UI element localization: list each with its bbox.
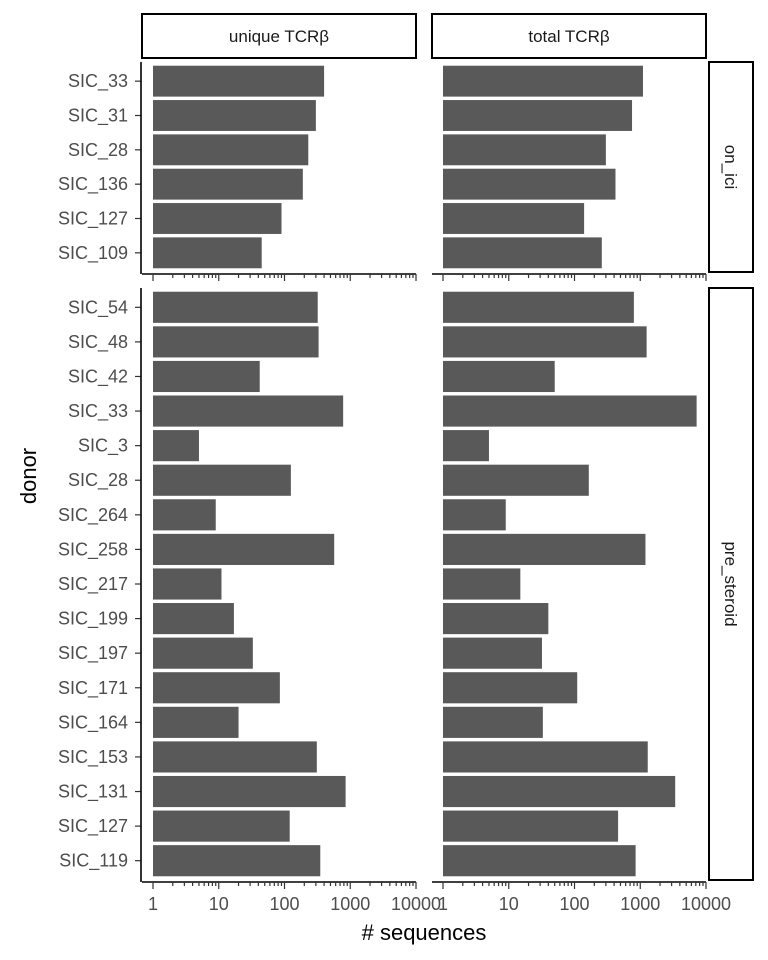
bar <box>153 203 282 234</box>
x-tick-label: 10000 <box>391 894 441 914</box>
y-axis-title: donor <box>16 448 41 504</box>
bar <box>153 845 321 877</box>
bar <box>443 810 619 842</box>
y-tick-label: SIC_109 <box>58 243 128 264</box>
bar <box>153 360 260 393</box>
bar <box>153 533 335 565</box>
bar <box>153 810 290 842</box>
y-tick-label: SIC_42 <box>68 366 128 387</box>
bar <box>443 237 602 269</box>
bar <box>153 100 316 131</box>
x-tick-label: 10000 <box>681 894 731 914</box>
bars <box>153 65 697 877</box>
y-tick-label: SIC_119 <box>59 851 128 872</box>
y-tick-label: SIC_264 <box>58 505 128 526</box>
bar <box>443 291 634 323</box>
bar <box>153 775 346 808</box>
x-tick-label: 10 <box>499 894 519 914</box>
y-tick-label: SIC_171 <box>58 678 128 699</box>
bar <box>443 360 555 393</box>
y-tick-label: SIC_164 <box>58 712 128 733</box>
row-strip-box <box>708 287 754 881</box>
y-tick-label: SIC_258 <box>58 539 128 560</box>
y-tick-label: SIC_153 <box>58 747 128 768</box>
bar <box>443 326 647 358</box>
column-strip-box <box>431 13 707 59</box>
row-strip-box <box>708 61 754 273</box>
bar <box>443 65 643 97</box>
y-tick-label: SIC_33 <box>68 71 128 92</box>
bar <box>153 637 253 669</box>
bar <box>153 395 344 427</box>
y-tick-label: SIC_197 <box>58 643 128 664</box>
y-tick-label: SIC_48 <box>68 332 128 353</box>
bar <box>443 134 606 166</box>
y-tick-label: SIC_28 <box>68 140 128 161</box>
column-strip-label: unique TCRβ <box>229 27 329 46</box>
bar <box>443 845 636 877</box>
bar <box>153 464 291 496</box>
x-tick-label: 100 <box>269 894 299 914</box>
bar <box>153 168 303 200</box>
bar <box>443 464 589 496</box>
x-tick-label: 10 <box>209 894 229 914</box>
bar <box>443 775 676 808</box>
bar <box>153 430 199 462</box>
y-tick-label: SIC_217 <box>58 574 128 595</box>
bar <box>153 741 317 773</box>
bar <box>443 637 542 669</box>
x-tick-label: 1000 <box>330 894 370 914</box>
bar <box>443 499 506 531</box>
y-tick-label: SIC_131 <box>58 782 128 803</box>
y-tick-label: SIC_199 <box>58 609 128 630</box>
bar <box>153 568 222 600</box>
y-tick-label: SIC_136 <box>58 174 128 195</box>
y-tick-label: SIC_54 <box>68 297 128 318</box>
y-tick-label: SIC_31 <box>68 106 128 127</box>
bar <box>153 65 325 97</box>
axes <box>135 62 707 889</box>
bar <box>153 499 216 531</box>
bar <box>153 326 319 358</box>
x-tick-label: 1 <box>438 894 448 914</box>
bar <box>443 672 578 704</box>
bar <box>443 706 543 738</box>
bar <box>443 100 633 131</box>
y-tick-label: SIC_28 <box>68 470 128 491</box>
facet-strips: unique TCRβ total TCRβ on_ici pre_steroid <box>141 13 754 881</box>
row-strip-label: on_ici <box>721 145 740 189</box>
bar <box>443 203 585 234</box>
bar <box>443 568 521 600</box>
y-tick-label: SIC_33 <box>68 401 128 422</box>
x-tick-label: 1000 <box>620 894 660 914</box>
y-tick-label: SIC_127 <box>58 209 128 230</box>
bar <box>443 603 549 635</box>
column-strip-box <box>141 13 417 59</box>
x-tick-label: 1 <box>148 894 158 914</box>
bar <box>153 237 262 269</box>
bar <box>443 741 648 773</box>
y-tick-label: SIC_127 <box>58 816 128 837</box>
column-strip-label: total TCRβ <box>528 27 609 46</box>
bar <box>443 430 489 462</box>
bar <box>153 672 280 704</box>
bar <box>153 603 234 635</box>
x-axis-title: # sequences <box>362 920 487 945</box>
y-tick-label: SIC_3 <box>78 436 128 457</box>
row-strip-label: pre_steroid <box>721 541 740 626</box>
bar <box>153 291 318 323</box>
bar <box>443 533 646 565</box>
bar <box>443 395 697 427</box>
y-tick-labels: SIC_33 SIC_31 SIC_28 SIC_136 SIC_127 SIC_109 S… <box>58 71 128 872</box>
x-tick-label: 100 <box>559 894 589 914</box>
bar <box>153 706 239 738</box>
bar <box>443 168 616 200</box>
bar <box>153 134 309 166</box>
